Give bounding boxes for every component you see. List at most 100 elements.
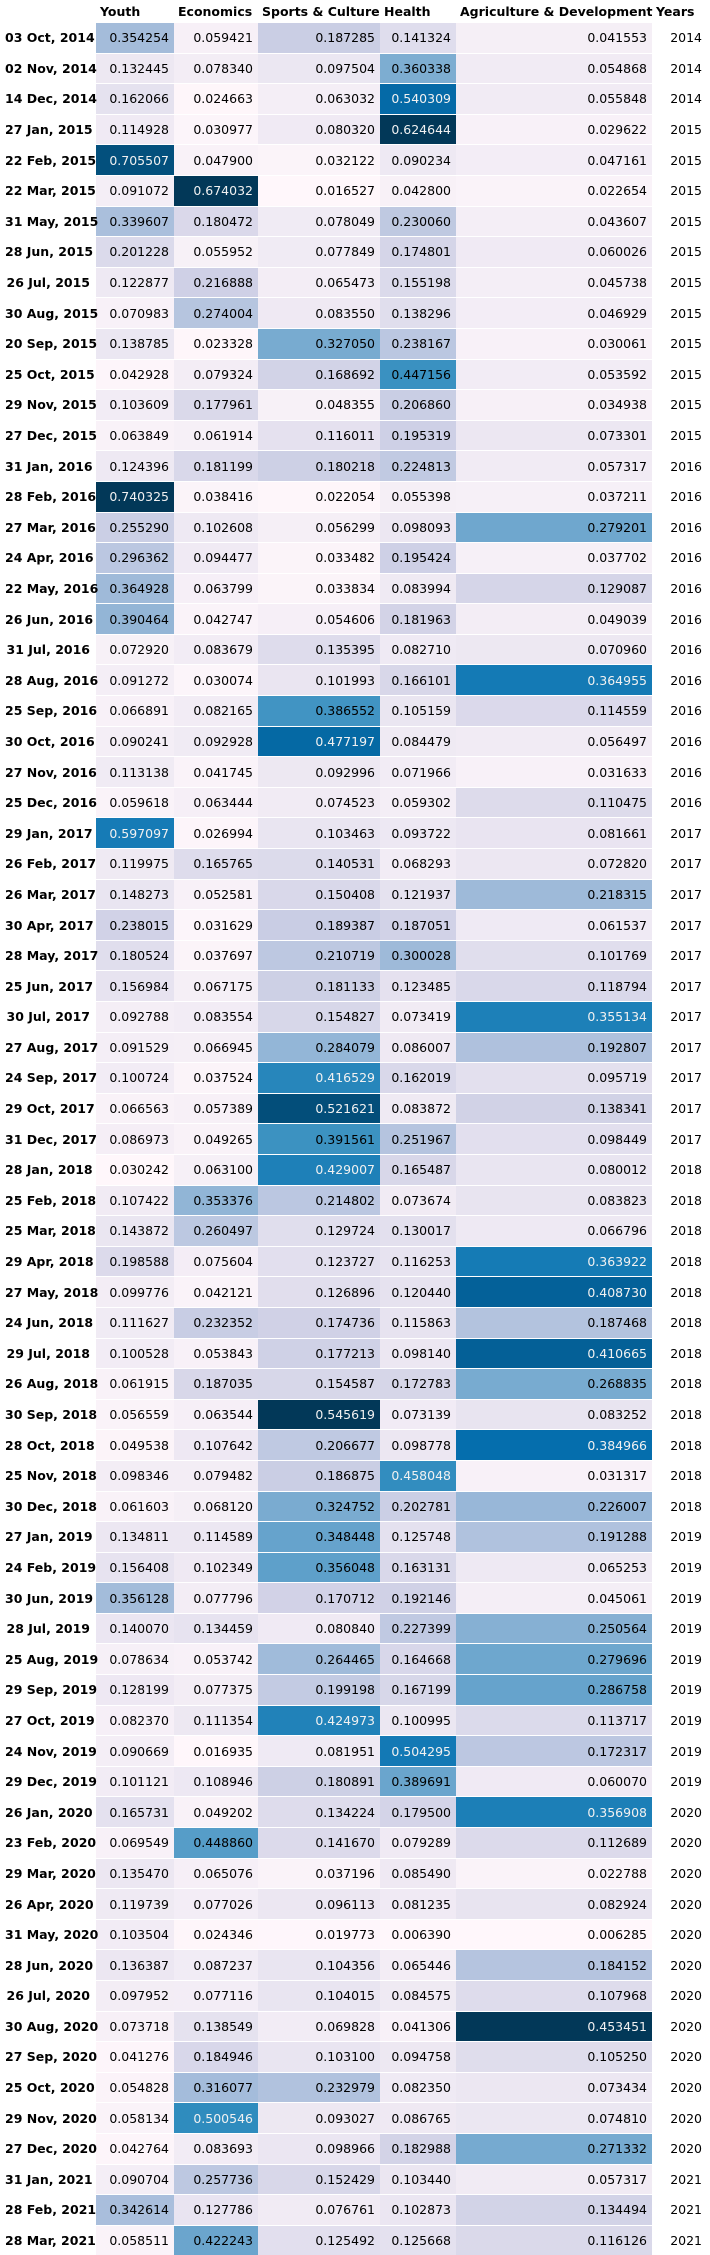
cell-year: 2018 [652,1307,710,1338]
cell-health: 0.187051 [380,910,456,941]
row-date: 14 Dec, 2014 [0,84,96,115]
cell-year: 2018 [652,1154,710,1185]
cell-agriculture-development: 0.172317 [456,1736,652,1767]
cell-year: 2019 [652,1583,710,1614]
row-date: 27 Oct, 2019 [0,1705,96,1736]
cell-health: 0.504295 [380,1736,456,1767]
cell-year: 2017 [652,818,710,849]
cell-youth: 0.140070 [96,1613,174,1644]
cell-economics: 0.065076 [174,1858,258,1889]
cell-year: 2016 [652,757,710,788]
row-date: 27 Jan, 2015 [0,114,96,145]
cell-economics: 0.077375 [174,1675,258,1706]
cell-sports-culture: 0.324752 [258,1491,380,1522]
row-date: 26 Mar, 2017 [0,879,96,910]
cell-agriculture-development: 0.006285 [456,1919,652,1950]
cell-agriculture-development: 0.286758 [456,1675,652,1706]
cell-year: 2016 [652,634,710,665]
cell-health: 0.083994 [380,573,456,604]
row-date: 26 Apr, 2020 [0,1889,96,1920]
cell-agriculture-development: 0.098449 [456,1124,652,1155]
cell-agriculture-development: 0.022654 [456,175,652,206]
cell-sports-culture: 0.069828 [258,2011,380,2042]
cell-youth: 0.100724 [96,1063,174,1094]
cell-youth: 0.740325 [96,481,174,512]
cell-sports-culture: 0.123727 [258,1246,380,1277]
cell-sports-culture: 0.214802 [258,1185,380,1216]
cell-sports-culture: 0.126896 [258,1277,380,1308]
cell-youth: 0.098346 [96,1460,174,1491]
cell-sports-culture: 0.545619 [258,1399,380,1430]
cell-youth: 0.066563 [96,1093,174,1124]
cell-year: 2020 [652,1889,710,1920]
cell-health: 0.084479 [380,726,456,757]
cell-year: 2019 [652,1705,710,1736]
cell-economics: 0.138549 [174,2011,258,2042]
cell-year: 2018 [652,1399,710,1430]
cell-agriculture-development: 0.184152 [456,1950,652,1981]
cell-youth: 0.180524 [96,940,174,971]
row-date: 03 Oct, 2014 [0,23,96,54]
cell-agriculture-development: 0.364955 [456,665,652,696]
cell-health: 0.155198 [380,267,456,298]
cell-youth: 0.066891 [96,696,174,727]
cell-youth: 0.103609 [96,390,174,421]
cell-health: 0.458048 [380,1460,456,1491]
cell-year: 2019 [652,1522,710,1553]
cell-agriculture-development: 0.080012 [456,1154,652,1185]
cell-health: 0.123485 [380,971,456,1002]
cell-economics: 0.053843 [174,1338,258,1369]
cell-year: 2018 [652,1460,710,1491]
cell-year: 2017 [652,849,710,880]
cell-economics: 0.063100 [174,1154,258,1185]
cell-agriculture-development: 0.056497 [456,726,652,757]
cell-sports-culture: 0.063032 [258,84,380,115]
row-date: 28 Feb, 2021 [0,2195,96,2226]
cell-agriculture-development: 0.271332 [456,2133,652,2164]
cell-economics: 0.024663 [174,84,258,115]
row-date: 27 Aug, 2017 [0,1032,96,1063]
cell-health: 0.098093 [380,512,456,543]
cell-year: 2019 [652,1736,710,1767]
cell-year: 2014 [652,23,710,54]
cell-health: 0.073139 [380,1399,456,1430]
cell-agriculture-development: 0.065253 [456,1552,652,1583]
row-date: 27 Dec, 2015 [0,420,96,451]
cell-youth: 0.059618 [96,787,174,818]
cell-year: 2016 [652,573,710,604]
cell-youth: 0.082370 [96,1705,174,1736]
cell-sports-culture: 0.141670 [258,1828,380,1859]
cell-health: 0.172783 [380,1369,456,1400]
row-date: 30 Aug, 2020 [0,2011,96,2042]
cell-youth: 0.165731 [96,1797,174,1828]
cell-youth: 0.136387 [96,1950,174,1981]
cell-agriculture-development: 0.355134 [456,1002,652,1033]
cell-agriculture-development: 0.073301 [456,420,652,451]
cell-youth: 0.056559 [96,1399,174,1430]
cell-agriculture-development: 0.250564 [456,1613,652,1644]
cell-health: 0.192146 [380,1583,456,1614]
cell-sports-culture: 0.140531 [258,849,380,880]
row-date: 25 Nov, 2018 [0,1460,96,1491]
cell-health: 0.230060 [380,206,456,237]
cell-agriculture-development: 0.060026 [456,237,652,268]
row-date: 24 Feb, 2019 [0,1552,96,1583]
cell-economics: 0.082165 [174,696,258,727]
cell-health: 0.389691 [380,1766,456,1797]
cell-year: 2018 [652,1369,710,1400]
cell-economics: 0.216888 [174,267,258,298]
cell-year: 2019 [652,1766,710,1797]
cell-youth: 0.061603 [96,1491,174,1522]
cell-sports-culture: 0.056299 [258,512,380,543]
